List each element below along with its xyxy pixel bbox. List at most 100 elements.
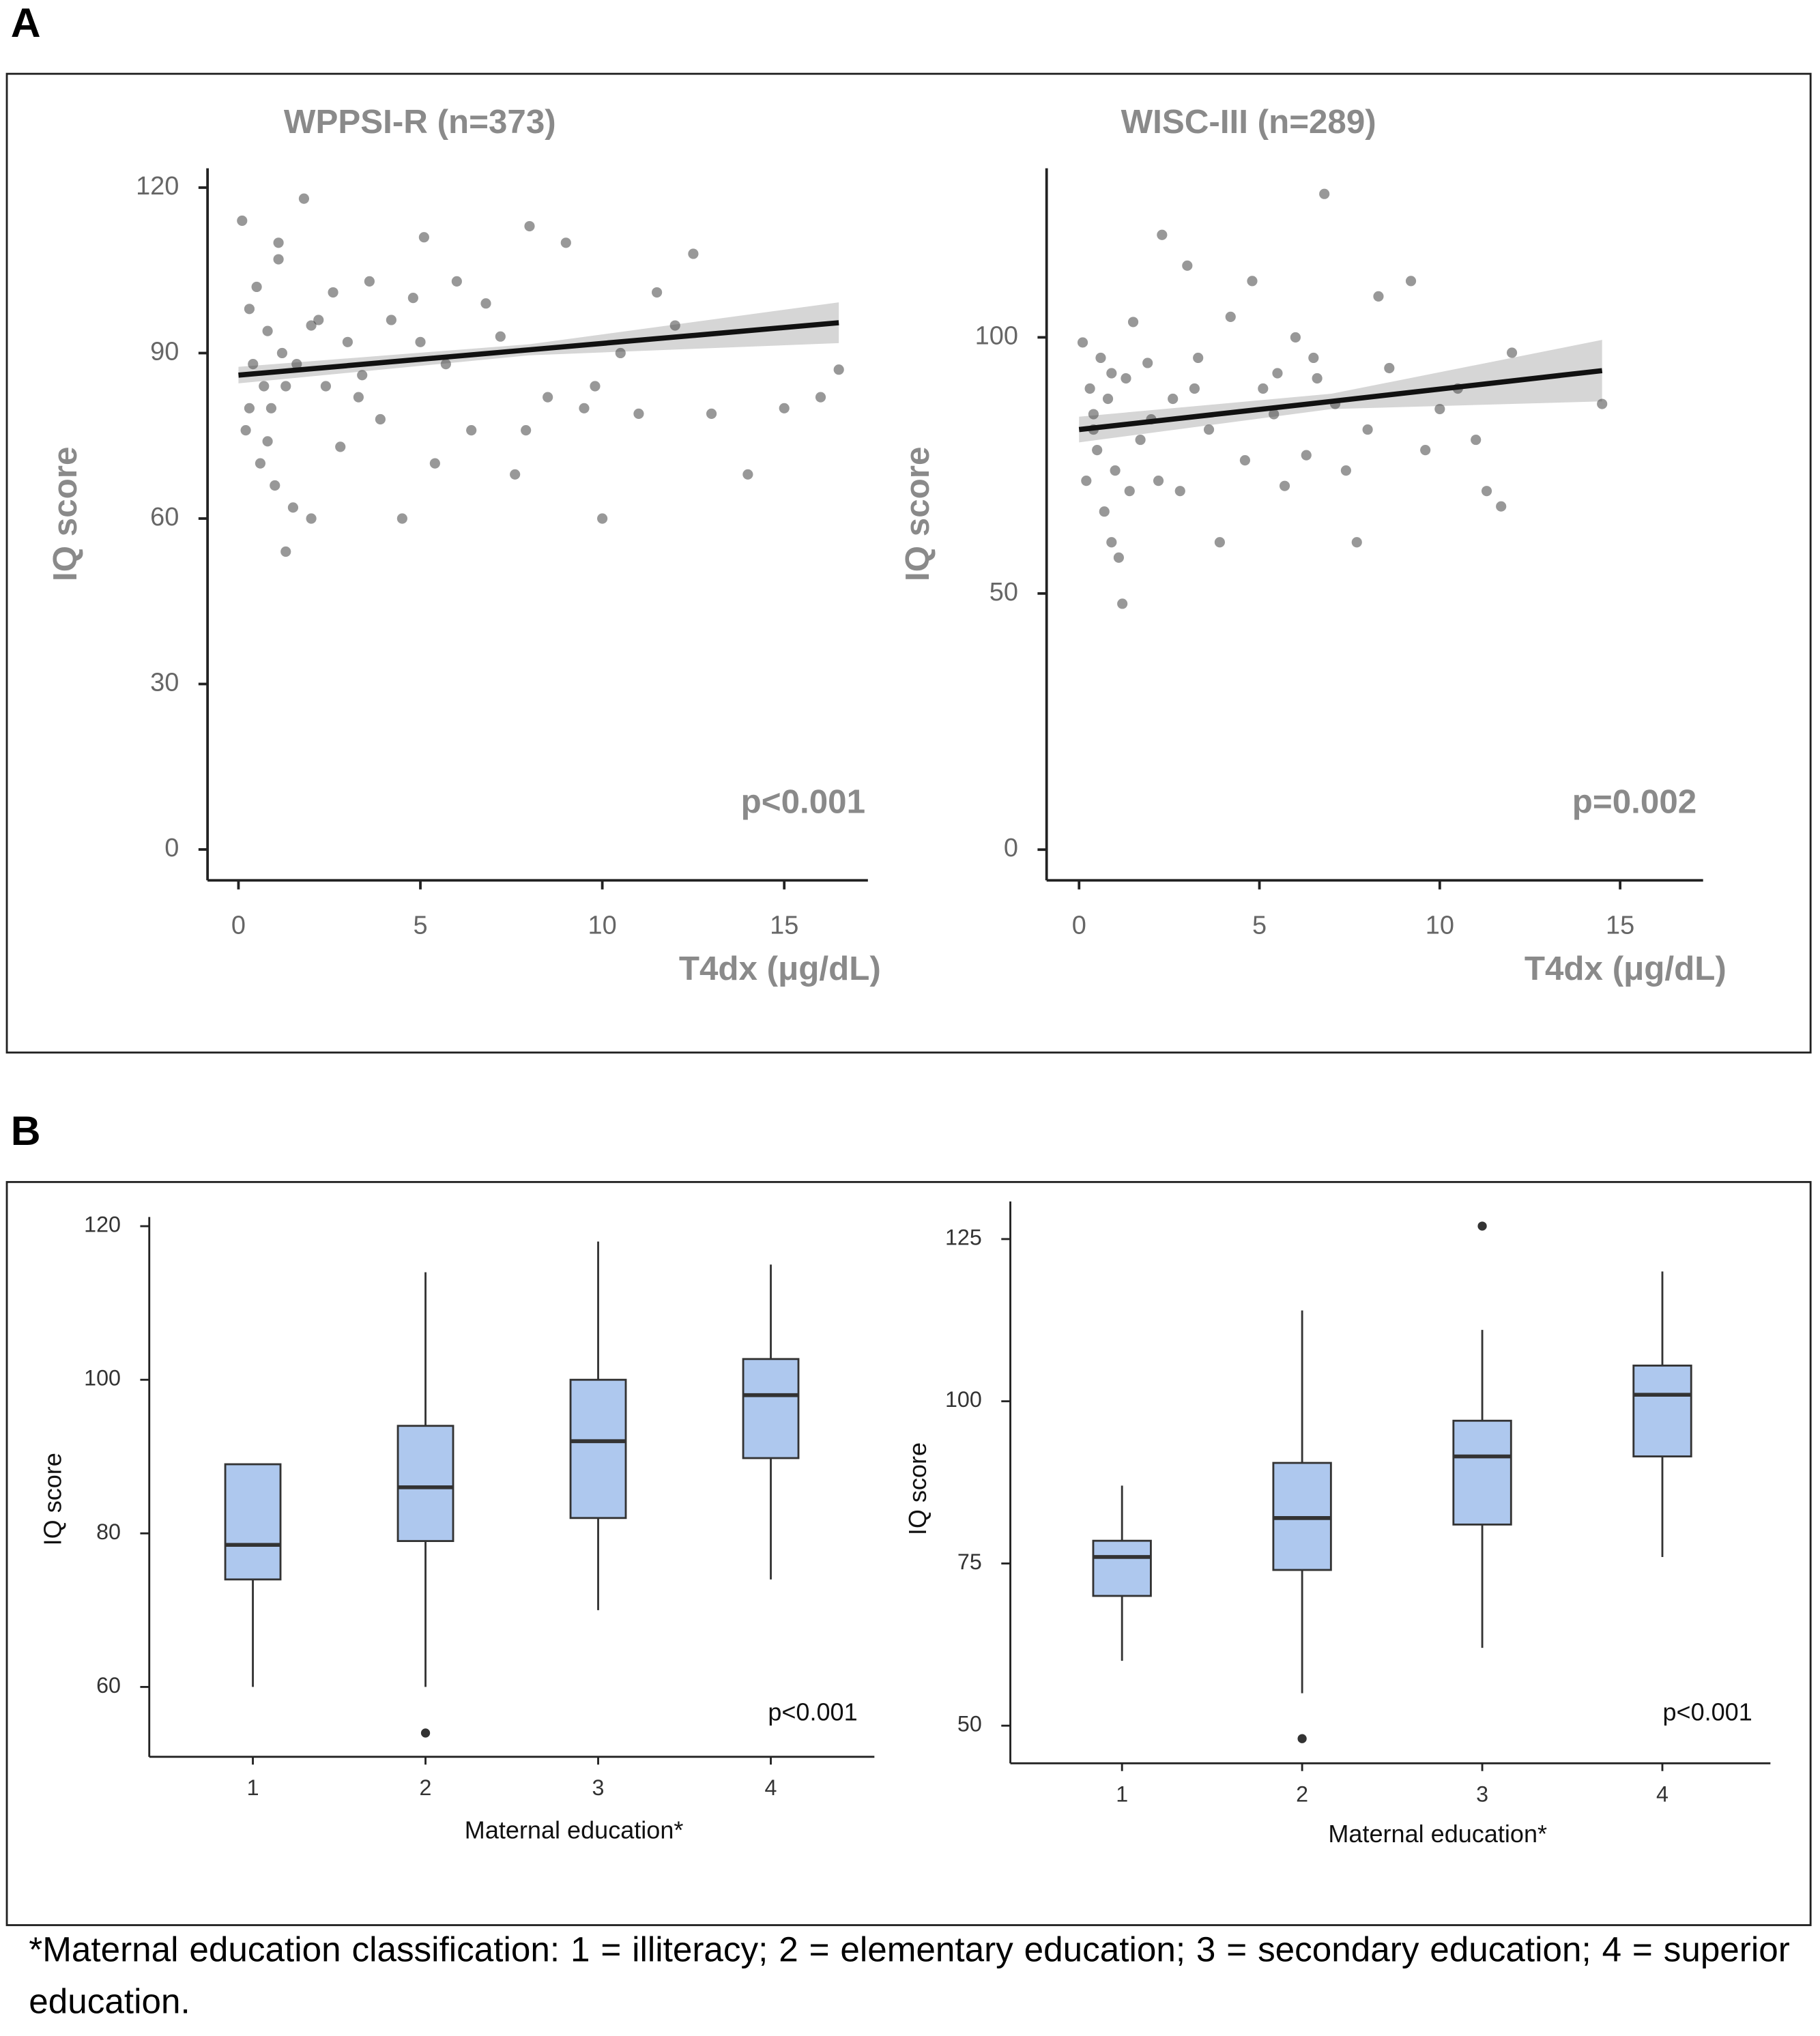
point: [1496, 501, 1507, 512]
y-tick-label: 90: [150, 337, 179, 366]
outlier: [1477, 1221, 1487, 1231]
point: [1340, 465, 1351, 476]
point: [306, 320, 317, 331]
box: [1632, 1364, 1692, 1457]
x-axis-label: Maternal education*: [465, 1816, 684, 1844]
box: [742, 1358, 800, 1459]
point: [291, 359, 302, 370]
point: [495, 331, 506, 342]
point: [1081, 476, 1092, 486]
panel-frame: [5, 72, 1812, 1054]
point: [521, 425, 532, 436]
point: [1174, 486, 1185, 497]
annotation: p<0.001: [741, 783, 865, 820]
panel-label: B: [11, 1107, 41, 1154]
point: [270, 480, 280, 491]
y-tick-label: 0: [164, 834, 179, 862]
y-axis-label: IQ score: [39, 1453, 67, 1545]
point: [1110, 465, 1121, 476]
y-tick-label: 30: [150, 669, 179, 697]
x-tick-label: 10: [588, 912, 617, 940]
point: [560, 237, 571, 248]
point: [1077, 337, 1088, 348]
outlier: [420, 1728, 431, 1738]
x-axis-label: Maternal education*: [1328, 1820, 1547, 1848]
x-tick-label: 15: [1606, 912, 1634, 940]
point: [669, 320, 680, 331]
point: [1095, 352, 1106, 364]
outlier: [1297, 1734, 1307, 1743]
point: [298, 193, 310, 204]
point: [1290, 332, 1301, 343]
x-tick-label: 4: [765, 1775, 777, 1800]
x-axis-label: T4dx (μg/dL): [679, 950, 881, 987]
x-tick-label: 4: [1656, 1782, 1669, 1806]
x-tick-label: 10: [1426, 912, 1454, 940]
point: [1102, 393, 1114, 405]
point: [255, 458, 266, 469]
point: [1117, 598, 1128, 609]
point: [313, 315, 324, 325]
fit-line: [1078, 368, 1603, 433]
y-tick-label: 60: [150, 503, 179, 532]
point: [418, 232, 429, 243]
point: [357, 370, 368, 381]
point: [440, 359, 451, 370]
point: [480, 298, 491, 309]
point: [1182, 260, 1193, 271]
x-tick-label: 1: [1116, 1782, 1128, 1806]
point: [1301, 450, 1312, 461]
point: [429, 458, 440, 469]
y-tick-label: 80: [96, 1519, 121, 1544]
point: [276, 347, 288, 359]
point: [335, 441, 346, 452]
point: [280, 546, 291, 557]
point: [1384, 362, 1395, 374]
point: [543, 392, 553, 403]
point: [1373, 291, 1384, 302]
point: [1153, 476, 1164, 486]
point: [510, 469, 521, 480]
point: [833, 364, 844, 375]
point: [1308, 352, 1319, 364]
y-tick-label: 50: [990, 578, 1018, 607]
x-tick-label: 3: [1476, 1782, 1488, 1806]
point: [1127, 317, 1139, 328]
y-axis-label: IQ score: [899, 447, 936, 581]
point: [1106, 368, 1117, 379]
point: [240, 425, 251, 436]
point: [1597, 398, 1608, 409]
x-axis-label: T4dx (μg/dL): [1525, 950, 1727, 987]
point: [652, 287, 663, 298]
point: [779, 403, 790, 413]
x-tick-label: 0: [1072, 912, 1086, 940]
point: [1420, 445, 1431, 456]
point: [1279, 480, 1290, 491]
chart-title: WISC-III (n=289): [1121, 103, 1376, 141]
x-tick-label: 3: [592, 1775, 605, 1800]
annotation: p=0.002: [1572, 783, 1696, 820]
point: [1157, 229, 1168, 240]
point: [1124, 486, 1135, 497]
y-tick-label: 0: [1004, 834, 1018, 862]
point: [244, 403, 255, 413]
point: [1258, 383, 1269, 394]
box: [1452, 1419, 1512, 1526]
point: [597, 513, 608, 524]
point: [1225, 311, 1236, 322]
footnote: *Maternal education classification: 1 = …: [29, 1930, 1790, 2021]
point: [815, 392, 826, 403]
x-tick-label: 0: [231, 912, 246, 940]
point: [306, 513, 317, 524]
y-axis-label: IQ score: [904, 1442, 931, 1535]
point: [1247, 276, 1258, 287]
point: [1193, 352, 1204, 364]
point: [615, 347, 626, 359]
point: [259, 381, 270, 392]
panel-frame: [5, 1180, 1812, 1926]
point: [1168, 393, 1179, 405]
point: [328, 287, 338, 298]
point: [579, 403, 590, 413]
x-tick-label: 5: [1252, 912, 1267, 940]
